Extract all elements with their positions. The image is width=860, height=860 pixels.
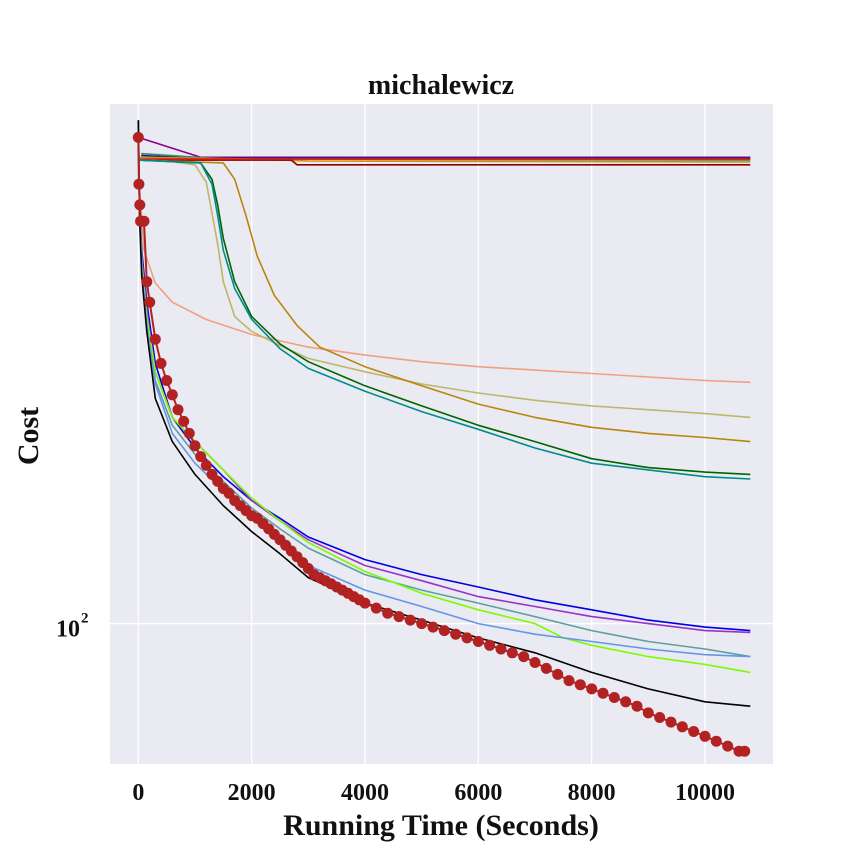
data-point-highlighted <box>597 687 609 699</box>
x-tick-label: 0 <box>132 780 144 806</box>
data-point-highlighted <box>608 692 620 703</box>
y-tick-label: 10 <box>56 617 80 643</box>
data-point-highlighted <box>132 131 144 143</box>
data-point-highlighted <box>461 632 473 644</box>
series-line-khaki <box>138 159 751 419</box>
data-point-highlighted <box>149 333 161 345</box>
data-point-highlighted <box>654 712 666 723</box>
data-point-highlighted <box>178 415 190 427</box>
data-point-highlighted <box>495 643 507 655</box>
data-point-highlighted <box>540 662 552 674</box>
data-point-highlighted <box>665 716 677 728</box>
data-point-highlighted <box>586 683 598 695</box>
series-line-flat-darkred <box>138 159 751 166</box>
series-line-salmon <box>139 194 751 384</box>
y-axis-label: Cost <box>12 407 45 465</box>
x-tick-label: 6000 <box>454 780 502 806</box>
data-point-highlighted <box>699 730 711 742</box>
series-line-black <box>137 120 751 707</box>
chart-title: michalewicz <box>368 70 514 101</box>
data-point-highlighted <box>195 451 207 463</box>
data-point-highlighted <box>688 726 700 737</box>
data-point-highlighted <box>529 657 541 668</box>
data-point-highlighted <box>552 668 564 680</box>
data-point-highlighted <box>155 357 167 369</box>
data-point-highlighted <box>183 427 195 439</box>
x-tick-label: 4000 <box>341 780 389 806</box>
data-point-highlighted <box>620 696 632 708</box>
data-point-highlighted <box>359 597 371 609</box>
data-point-highlighted <box>450 628 462 640</box>
data-point-highlighted <box>563 675 575 687</box>
data-point-highlighted <box>382 607 394 619</box>
x-axis-ticks: 0 2000 4000 6000 8000 10000 <box>132 780 735 806</box>
x-tick-label: 10000 <box>675 780 735 806</box>
x-tick-label: 8000 <box>568 780 616 806</box>
data-point-highlighted <box>438 625 450 637</box>
data-point-highlighted <box>722 740 734 752</box>
x-axis-label: Running Time (Seconds) <box>283 809 599 842</box>
data-point-highlighted <box>200 459 212 471</box>
data-point-highlighted <box>166 389 178 401</box>
data-point-highlighted <box>138 215 150 227</box>
data-point-highlighted <box>416 618 428 630</box>
data-point-highlighted <box>134 199 146 211</box>
data-point-highlighted <box>710 735 722 747</box>
data-point-highlighted <box>370 602 382 614</box>
marker-layer <box>132 131 751 757</box>
data-point-highlighted <box>141 276 153 288</box>
data-point-highlighted <box>172 404 184 416</box>
data-point-highlighted <box>189 440 201 452</box>
data-point-highlighted <box>676 721 688 733</box>
data-point-highlighted <box>472 636 484 647</box>
data-point-highlighted <box>427 621 439 633</box>
data-point-highlighted <box>144 296 156 308</box>
data-point-highlighted <box>133 178 145 190</box>
data-point-highlighted <box>574 679 586 691</box>
series-layer <box>137 120 751 707</box>
x-tick-label: 2000 <box>228 780 276 806</box>
data-point-highlighted <box>506 647 518 659</box>
series-line-darkgreen <box>138 159 751 476</box>
data-point-highlighted <box>631 700 643 712</box>
data-point-highlighted <box>393 611 405 623</box>
y-axis-ticks: 10 2 <box>56 611 89 643</box>
series-line-goldenrod <box>138 159 751 443</box>
data-point-highlighted <box>739 745 751 757</box>
series-line-lawngreen <box>137 120 751 674</box>
data-point-highlighted <box>642 707 654 719</box>
series-line-teal <box>138 159 751 480</box>
data-point-highlighted <box>404 614 416 626</box>
data-point-highlighted <box>484 639 496 651</box>
data-point-highlighted <box>161 375 173 386</box>
data-point-highlighted <box>518 651 530 663</box>
y-tick-label-exponent: 2 <box>81 611 89 627</box>
